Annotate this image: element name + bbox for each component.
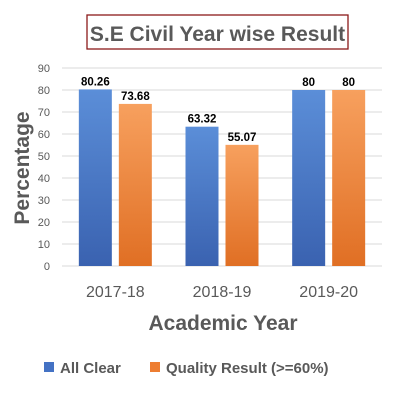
y-tick-label: 0 bbox=[44, 261, 50, 273]
y-tick-label: 90 bbox=[38, 63, 50, 75]
data-label: 80.26 bbox=[81, 76, 110, 88]
y-axis-label: Percentage bbox=[11, 111, 34, 224]
bar bbox=[225, 144, 259, 266]
chart-title: S.E Civil Year wise Result bbox=[90, 23, 345, 46]
legend-swatch bbox=[150, 362, 160, 372]
bar bbox=[78, 89, 112, 266]
bar bbox=[292, 90, 326, 266]
bar bbox=[332, 90, 366, 266]
x-axis-ticks: 2017-18 2018-19 2019-20 bbox=[86, 284, 358, 301]
bars bbox=[78, 89, 366, 267]
y-tick-label: 70 bbox=[38, 107, 50, 119]
data-label: 55.07 bbox=[228, 132, 257, 144]
bar bbox=[185, 126, 219, 266]
y-tick-label: 40 bbox=[38, 173, 50, 185]
y-tick-label: 10 bbox=[38, 239, 50, 251]
y-tick-label: 80 bbox=[38, 85, 50, 97]
legend-label: All Clear bbox=[60, 360, 121, 377]
data-label: 73.68 bbox=[121, 91, 150, 103]
chart-title-box: S.E Civil Year wise Result bbox=[86, 14, 349, 50]
y-tick-label: 50 bbox=[38, 151, 50, 163]
y-tick-label: 60 bbox=[38, 129, 50, 141]
y-tick-label: 30 bbox=[38, 195, 50, 207]
legend: All Clear Quality Result (>=60%) bbox=[44, 360, 329, 377]
x-axis-label: Academic Year bbox=[148, 312, 297, 335]
x-tick-label: 2018-19 bbox=[193, 284, 252, 301]
x-tick-label: 2017-18 bbox=[86, 284, 145, 301]
y-tick-label: 20 bbox=[38, 217, 50, 229]
legend-label: Quality Result (>=60%) bbox=[166, 360, 329, 377]
data-label: 80 bbox=[342, 77, 355, 89]
y-axis-ticks: 0 10 20 30 40 50 60 70 80 90 bbox=[38, 63, 50, 273]
data-label: 63.32 bbox=[188, 114, 217, 126]
gridlines bbox=[62, 67, 382, 267]
bar bbox=[118, 103, 152, 267]
legend-swatch bbox=[44, 362, 54, 372]
data-label: 80 bbox=[302, 77, 315, 89]
chart-title-frame bbox=[86, 14, 349, 50]
data-labels: 80.26 73.68 63.32 55.07 80 80 bbox=[81, 76, 355, 143]
x-tick-label: 2019-20 bbox=[299, 284, 358, 301]
